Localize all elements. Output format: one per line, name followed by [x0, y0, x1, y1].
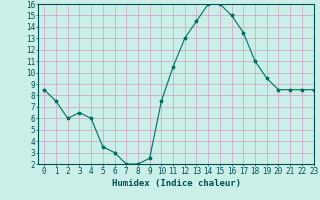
X-axis label: Humidex (Indice chaleur): Humidex (Indice chaleur) — [111, 179, 241, 188]
